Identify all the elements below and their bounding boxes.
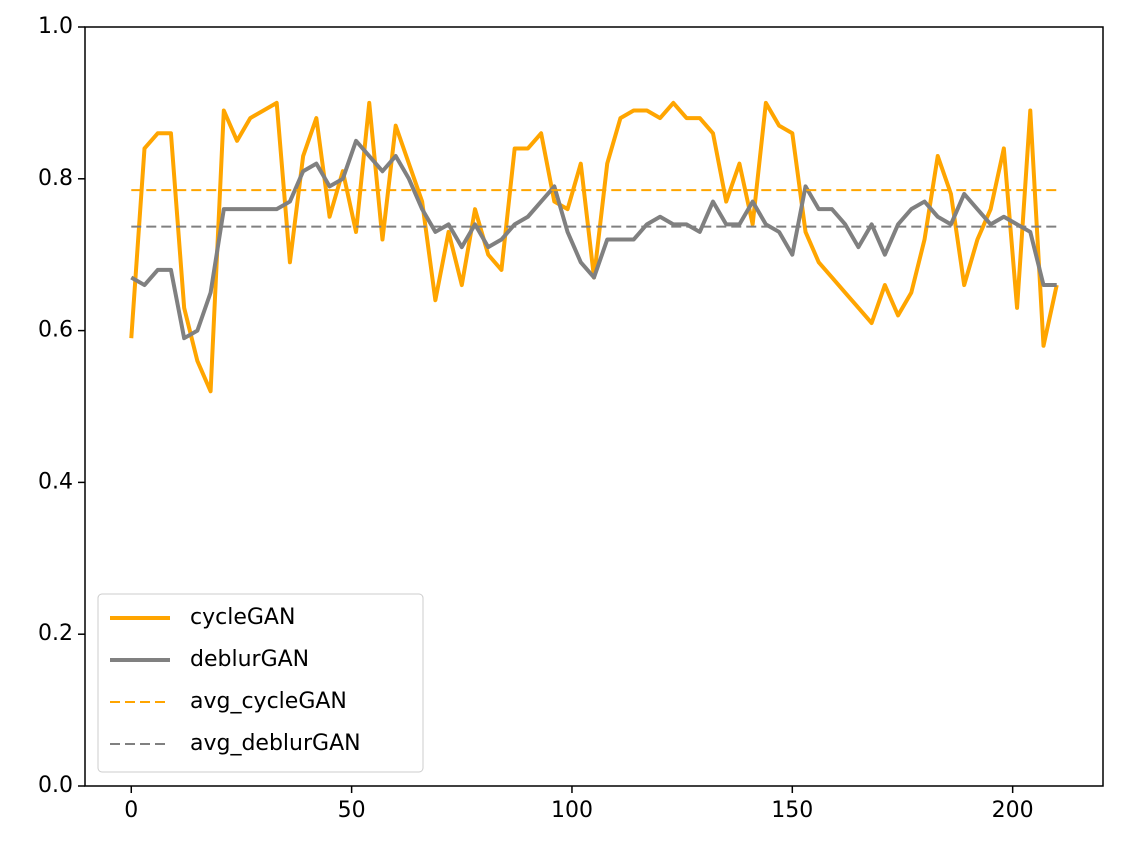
y-tick-label: 0.0 <box>38 773 73 798</box>
plot-frame <box>84 26 1104 787</box>
y-tick-label: 0.2 <box>38 621 73 646</box>
x-tick-label: 200 <box>992 798 1034 823</box>
legend-label: avg_deblurGAN <box>190 731 361 756</box>
y-tick-label: 0.8 <box>38 166 73 191</box>
legend-label: avg_cycleGAN <box>190 689 347 714</box>
y-tick-label: 0.4 <box>38 469 73 494</box>
legend-label: deblurGAN <box>190 647 309 672</box>
x-tick-label: 0 <box>124 798 138 823</box>
series-line <box>129 100 1059 394</box>
x-tick-label: 50 <box>338 798 366 823</box>
y-tick-label: 1.0 <box>38 14 73 39</box>
y-tick-label: 0.6 <box>38 318 73 343</box>
series-line <box>130 138 1057 341</box>
x-tick-label: 150 <box>771 798 813 823</box>
legend: cycleGAN deblurGAN avg_cycleGAN avg_deblurG… <box>97 593 424 773</box>
legend-label: cycleGAN <box>190 605 295 630</box>
legend-box <box>97 593 424 773</box>
x-tick-label: 100 <box>551 798 593 823</box>
